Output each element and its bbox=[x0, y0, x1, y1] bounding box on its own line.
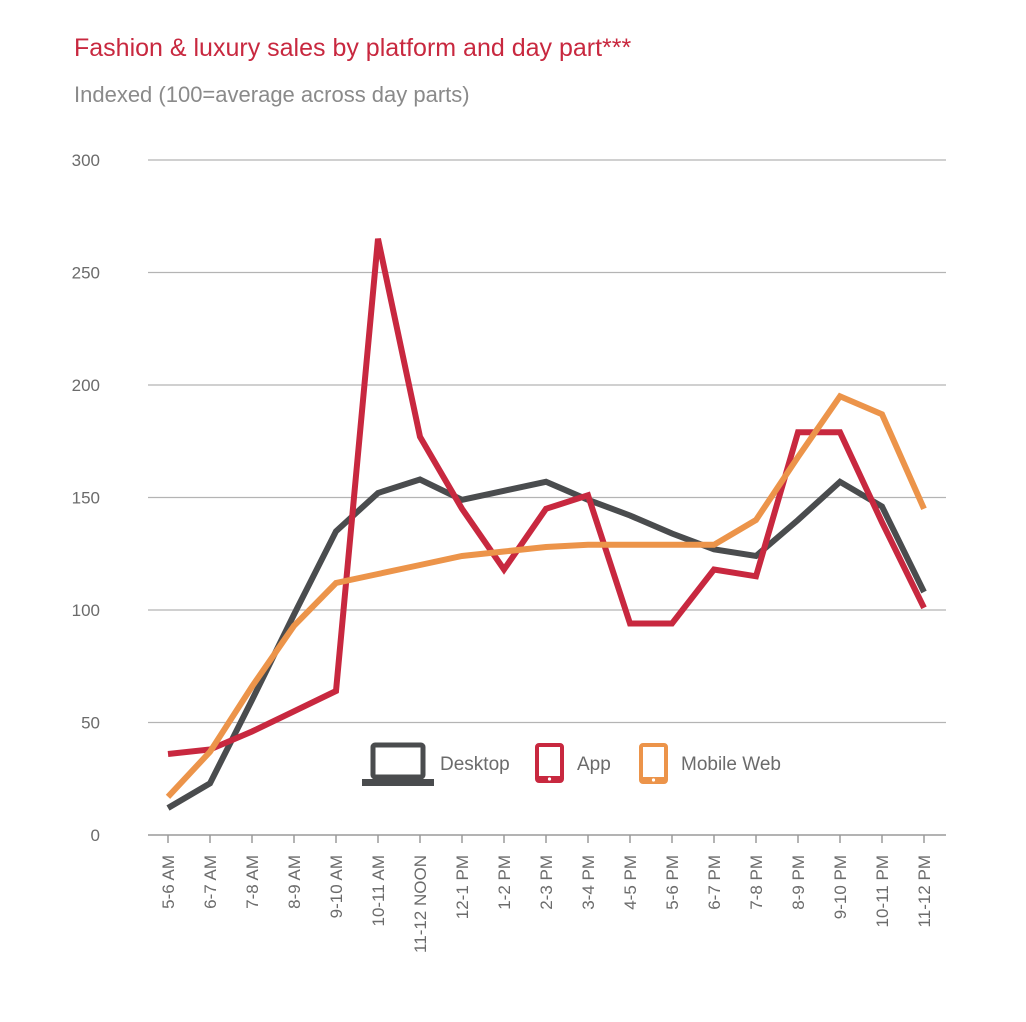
series-line-app bbox=[167, 238, 927, 757]
legend-item-mobile-web: Mobile Web bbox=[639, 743, 781, 784]
phone-icon bbox=[535, 743, 564, 783]
y-tick-label: 50 bbox=[81, 714, 100, 733]
x-tick-label: 7-8 AM bbox=[243, 855, 262, 909]
x-tick-label: 9-10 AM bbox=[327, 855, 346, 918]
x-tick-label: 7-8 PM bbox=[747, 855, 766, 910]
x-tick-label: 1-2 PM bbox=[495, 855, 514, 910]
x-tick-label: 5-6 PM bbox=[663, 855, 682, 910]
legend-label-app: App bbox=[577, 754, 611, 775]
x-tick-label: 8-9 PM bbox=[789, 855, 808, 910]
x-tick-label: 10-11 AM bbox=[369, 855, 388, 927]
y-tick-label: 0 bbox=[91, 826, 100, 845]
x-tick-label: 6-7 AM bbox=[201, 855, 220, 909]
y-tick-label: 250 bbox=[72, 264, 100, 283]
chart-subtitle: Indexed (100=average across day parts) bbox=[74, 82, 470, 107]
tablet-icon bbox=[639, 743, 668, 784]
legend: Desktop App Mobile Web bbox=[362, 742, 781, 786]
x-tick-label: 8-9 AM bbox=[285, 855, 304, 909]
series-line-mobile-web bbox=[165, 392, 927, 799]
x-axis: 5-6 AM 6-7 AM 7-8 AM 8-9 AM 9-10 AM 10-11 AM 1… bbox=[148, 834, 946, 953]
legend-item-app: App bbox=[535, 743, 611, 783]
legend-label-desktop: Desktop bbox=[440, 754, 510, 775]
x-tick-label: 6-7 PM bbox=[705, 855, 724, 910]
y-tick-label: 300 bbox=[72, 151, 100, 170]
x-tick-label: 5-6 AM bbox=[159, 855, 178, 909]
grid-lines bbox=[148, 159, 946, 724]
x-tick-label: 11-12 PM bbox=[915, 855, 934, 927]
y-tick-label: 100 bbox=[72, 601, 100, 620]
chart-title: Fashion & luxury sales by platform and d… bbox=[74, 34, 632, 62]
x-tick-label: 10-11 PM bbox=[873, 855, 892, 927]
x-tick-label: 3-4 PM bbox=[579, 855, 598, 910]
x-tick-label: 2-3 PM bbox=[537, 855, 556, 910]
x-tick-label: 4-5 PM bbox=[621, 855, 640, 910]
legend-item-desktop: Desktop bbox=[362, 742, 510, 786]
legend-label-mobile-web: Mobile Web bbox=[681, 754, 781, 775]
x-tick-label: 12-1 PM bbox=[453, 855, 472, 919]
laptop-icon bbox=[362, 742, 434, 786]
x-tick-label: 9-10 PM bbox=[831, 855, 850, 919]
y-tick-label: 150 bbox=[72, 489, 100, 508]
x-tick-label: 11-12 NOON bbox=[411, 855, 430, 953]
y-axis-ticks: 0 50 100 150 200 250 300 bbox=[72, 151, 100, 845]
y-tick-label: 200 bbox=[72, 376, 100, 395]
series-lines bbox=[165, 238, 927, 811]
